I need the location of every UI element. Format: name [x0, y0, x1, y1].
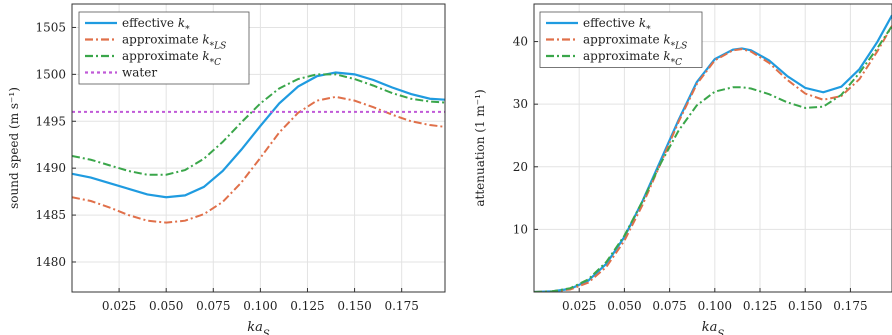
series-line-c	[534, 25, 892, 292]
x-tick-label: 0.025	[562, 299, 596, 313]
legend-label-c: approximate k*C	[122, 49, 221, 68]
x-tick-label: 0.075	[652, 299, 686, 313]
y-axis-label: attenuation (1 m⁻¹)	[473, 89, 487, 206]
y-tick-label: 1505	[35, 20, 66, 34]
legend-label-eff: effective k*	[583, 16, 651, 35]
series-line-eff	[72, 71, 445, 199]
y-tick-label: 10	[513, 222, 528, 236]
series-line-c	[72, 73, 445, 176]
legend-label-ls: approximate k*LS	[583, 33, 687, 52]
x-tick-label: 0.175	[384, 299, 418, 313]
legend-label-water: water	[122, 66, 157, 80]
y-tick-label: 30	[513, 97, 528, 111]
x-tick-label: 0.075	[196, 299, 230, 313]
x-tick-label: 0.050	[149, 299, 183, 313]
series-line-ls	[534, 25, 892, 292]
legend: effective k*approximate k*LSapproximate …	[78, 11, 250, 85]
y-tick-label: 1485	[35, 208, 66, 222]
y-tick-label: 1490	[35, 161, 66, 175]
x-tick-label: 0.125	[743, 299, 777, 313]
x-axis-label: kaS	[702, 320, 725, 335]
legend-label-eff: effective k*	[122, 16, 190, 35]
x-tick-label: 0.175	[833, 299, 867, 313]
x-tick-label: 0.100	[243, 299, 277, 313]
x-tick-label: 0.150	[788, 299, 822, 313]
y-tick-label: 1495	[35, 114, 66, 128]
x-tick-label: 0.150	[337, 299, 371, 313]
chart-panel-1: 0.025 0.050 0.075 0.100 0.125 0.150 0.175 1480 1…	[7, 3, 446, 335]
x-axis-label: kaS	[247, 320, 270, 335]
series-line-ls	[72, 95, 445, 224]
y-tick-label: 1480	[35, 255, 66, 269]
plot-frame	[533, 3, 892, 293]
plot-frame	[71, 3, 446, 293]
x-tick-label: 0.050	[607, 299, 641, 313]
legend-label-c: approximate k*C	[583, 49, 682, 68]
y-axis-label: sound speed (m s⁻¹)	[7, 87, 21, 209]
x-tick-label: 0.125	[290, 299, 324, 313]
y-tick-label: 1500	[35, 67, 66, 81]
legend-label-ls: approximate k*LS	[122, 33, 226, 52]
legend: effective k*approximate k*LSapproximate …	[539, 11, 703, 68]
y-tick-label: 40	[513, 35, 528, 49]
chart-panel-2: 0.025 0.050 0.075 0.100 0.125 0.150 0.175 10 20 3…	[473, 3, 892, 335]
x-tick-label: 0.025	[102, 299, 136, 313]
x-tick-label: 0.100	[698, 299, 732, 313]
y-tick-label: 20	[513, 160, 528, 174]
